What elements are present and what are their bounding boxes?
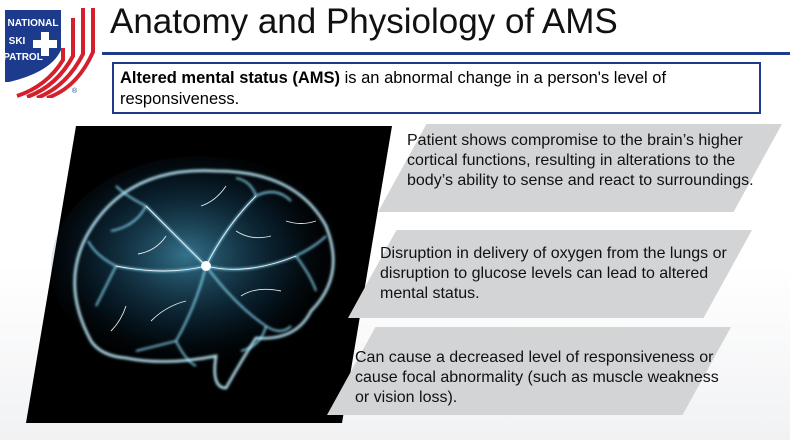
cross-icon [33,32,57,56]
title-underline [102,52,790,55]
point-text-1: Patient shows compromise to the brain’s … [407,132,754,189]
definition-box: Altered mental status (AMS) is an abnorm… [112,62,761,114]
definition-term: Altered mental status (AMS) [120,69,341,87]
brain-image [26,126,392,423]
point-text-2: Disruption in delivery of oxygen from th… [380,245,727,302]
point-card-3 [327,327,731,415]
point-card-1 [378,124,782,212]
page-title: Anatomy and Physiology of AMS [110,2,618,41]
point-text-3: Can cause a decreased level of responsiv… [355,349,719,406]
point-card-2 [348,230,752,318]
registered-mark: ® [72,88,78,95]
definition-text: is an abnormal change in a person's leve… [120,69,667,108]
ski-patrol-logo: NATIONAL SKI PATROL [3,8,95,98]
logo-line-2: SKI [9,36,26,47]
logo-line-3: PATROL [3,52,43,63]
logo-line-1: NATIONAL [8,18,59,29]
